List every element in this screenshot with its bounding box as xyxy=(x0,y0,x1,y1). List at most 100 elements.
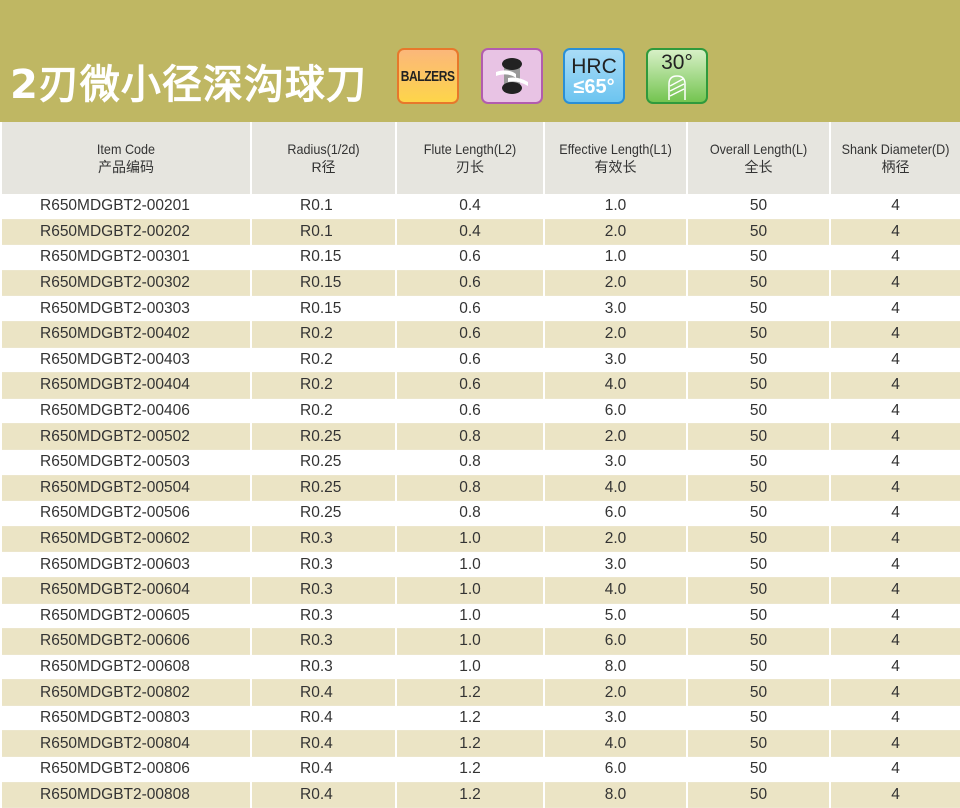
table-cell: 0.6 xyxy=(395,398,545,425)
column-header: Radius(1/2d) R径 xyxy=(250,122,397,194)
table-cell: R0.25 xyxy=(250,475,397,502)
table-row: R650MDGBT2-00502 R0.25 0.8 2.0 50 4 xyxy=(0,423,960,450)
table-row: R650MDGBT2-00604 R0.3 1.0 4.0 50 4 xyxy=(0,577,960,604)
table-cell: 1.2 xyxy=(395,705,545,732)
table-cell: 50 xyxy=(686,423,831,450)
table-row: R650MDGBT2-00201 R0.1 0.4 1.0 50 4 xyxy=(0,194,960,220)
table-row: R650MDGBT2-00603 R0.3 1.0 3.0 50 4 xyxy=(0,551,960,578)
table-row: R650MDGBT2-00503 R0.25 0.8 3.0 50 4 xyxy=(0,449,960,476)
column-header-en: Shank Diameter(D) xyxy=(841,141,950,157)
table-cell: 50 xyxy=(686,628,831,655)
table-row: R650MDGBT2-00803 R0.4 1.2 3.0 50 4 xyxy=(0,705,960,732)
balzers-coating-icon: BALZERS xyxy=(397,48,459,104)
table-cell: 4 xyxy=(829,628,960,655)
table-row: R650MDGBT2-00806 R0.4 1.2 6.0 50 4 xyxy=(0,756,960,783)
table-cell: 4 xyxy=(829,654,960,681)
table-cell: 4 xyxy=(829,782,960,808)
table-cell: R650MDGBT2-00202 xyxy=(0,219,252,246)
table-cell: 50 xyxy=(686,500,831,527)
table-cell: R0.15 xyxy=(250,295,397,322)
table-cell: 4 xyxy=(829,194,960,220)
table-cell: 0.8 xyxy=(395,475,545,502)
product-table: Item Code 产品编码 Radius(1/2d) R径 Flute Length(… xyxy=(0,122,960,808)
table-cell: R650MDGBT2-00406 xyxy=(0,398,252,425)
table-cell: 1.0 xyxy=(395,551,545,578)
table-cell: 50 xyxy=(686,730,831,758)
ball-end-profile-icon xyxy=(481,48,543,104)
table-cell: 6.0 xyxy=(543,500,688,527)
table-cell: R0.3 xyxy=(250,526,397,553)
table-cell: 50 xyxy=(686,347,831,374)
table-cell: 4 xyxy=(829,551,960,578)
table-cell: 4.0 xyxy=(543,372,688,399)
table-cell: 4 xyxy=(829,270,960,297)
table-cell: 4 xyxy=(829,372,960,399)
table-cell: 0.6 xyxy=(395,372,545,399)
table-cell: R650MDGBT2-00808 xyxy=(0,782,252,808)
table-cell: 4 xyxy=(829,603,960,630)
table-cell: 50 xyxy=(686,372,831,399)
table-cell: R650MDGBT2-00806 xyxy=(0,756,252,783)
table-cell: R650MDGBT2-00605 xyxy=(0,603,252,630)
table-cell: 50 xyxy=(686,449,831,476)
table-cell: 4 xyxy=(829,475,960,502)
table-cell: R0.15 xyxy=(250,270,397,297)
table-cell: 6.0 xyxy=(543,628,688,655)
table-cell: R0.25 xyxy=(250,500,397,527)
table-cell: 0.6 xyxy=(395,347,545,374)
table-cell: 4.0 xyxy=(543,730,688,758)
header-band: 2刃微小径深沟球刀 BALZERS HRC ≤65° 30° xyxy=(0,0,960,122)
table-row: R650MDGBT2-00506 R0.25 0.8 6.0 50 4 xyxy=(0,500,960,527)
table-cell: 50 xyxy=(686,398,831,425)
table-cell: R0.4 xyxy=(250,756,397,783)
table-row: R650MDGBT2-00802 R0.4 1.2 2.0 50 4 xyxy=(0,679,960,706)
table-cell: R650MDGBT2-00603 xyxy=(0,551,252,578)
column-header-en: Flute Length(L2) xyxy=(423,141,517,157)
table-cell: R0.3 xyxy=(250,654,397,681)
table-cell: R0.4 xyxy=(250,705,397,732)
table-cell: 1.0 xyxy=(395,603,545,630)
table-cell: 50 xyxy=(686,603,831,630)
table-cell: R650MDGBT2-00302 xyxy=(0,270,252,297)
table-cell: 4 xyxy=(829,321,960,348)
table-cell: 50 xyxy=(686,705,831,732)
table-cell: 50 xyxy=(686,270,831,297)
table-cell: R0.1 xyxy=(250,194,397,220)
table-cell: 50 xyxy=(686,475,831,502)
table-cell: 2.0 xyxy=(543,270,688,297)
column-header-en: Item Code xyxy=(96,141,156,157)
table-row: R650MDGBT2-00602 R0.3 1.0 2.0 50 4 xyxy=(0,526,960,553)
table-cell: 4 xyxy=(829,398,960,425)
table-header-row: Item Code 产品编码 Radius(1/2d) R径 Flute Length(… xyxy=(0,122,960,194)
table-cell: 50 xyxy=(686,756,831,783)
table-cell: 50 xyxy=(686,194,831,220)
table-cell: R650MDGBT2-00608 xyxy=(0,654,252,681)
table-cell: R0.2 xyxy=(250,347,397,374)
table-cell: R0.2 xyxy=(250,372,397,399)
table-cell: 0.8 xyxy=(395,500,545,527)
table-cell: R650MDGBT2-00403 xyxy=(0,347,252,374)
column-header-cn: 刃长 xyxy=(456,159,484,175)
table-cell: 4.0 xyxy=(543,577,688,604)
helix-angle-icon: 30° xyxy=(646,48,708,104)
table-cell: 2.0 xyxy=(543,526,688,553)
table-row: R650MDGBT2-00504 R0.25 0.8 4.0 50 4 xyxy=(0,475,960,502)
table-row: R650MDGBT2-00606 R0.3 1.0 6.0 50 4 xyxy=(0,628,960,655)
table-row: R650MDGBT2-00402 R0.2 0.6 2.0 50 4 xyxy=(0,321,960,348)
table-cell: R0.4 xyxy=(250,730,397,758)
table-cell: 5.0 xyxy=(543,603,688,630)
table-cell: R650MDGBT2-00804 xyxy=(0,730,252,758)
table-cell: 4 xyxy=(829,295,960,322)
table-cell: 4 xyxy=(829,730,960,758)
table-cell: 0.6 xyxy=(395,295,545,322)
page-title: 2刃微小径深沟球刀 xyxy=(10,62,367,108)
table-cell: 4 xyxy=(829,347,960,374)
table-cell: 50 xyxy=(686,577,831,604)
table-cell: R0.25 xyxy=(250,423,397,450)
table-cell: 50 xyxy=(686,526,831,553)
table-cell: 3.0 xyxy=(543,449,688,476)
table-cell: 1.0 xyxy=(543,244,688,271)
column-header: Overall Length(L) 全长 xyxy=(686,122,831,194)
table-cell: R650MDGBT2-00402 xyxy=(0,321,252,348)
table-row: R650MDGBT2-00808 R0.4 1.2 8.0 50 4 xyxy=(0,782,960,808)
